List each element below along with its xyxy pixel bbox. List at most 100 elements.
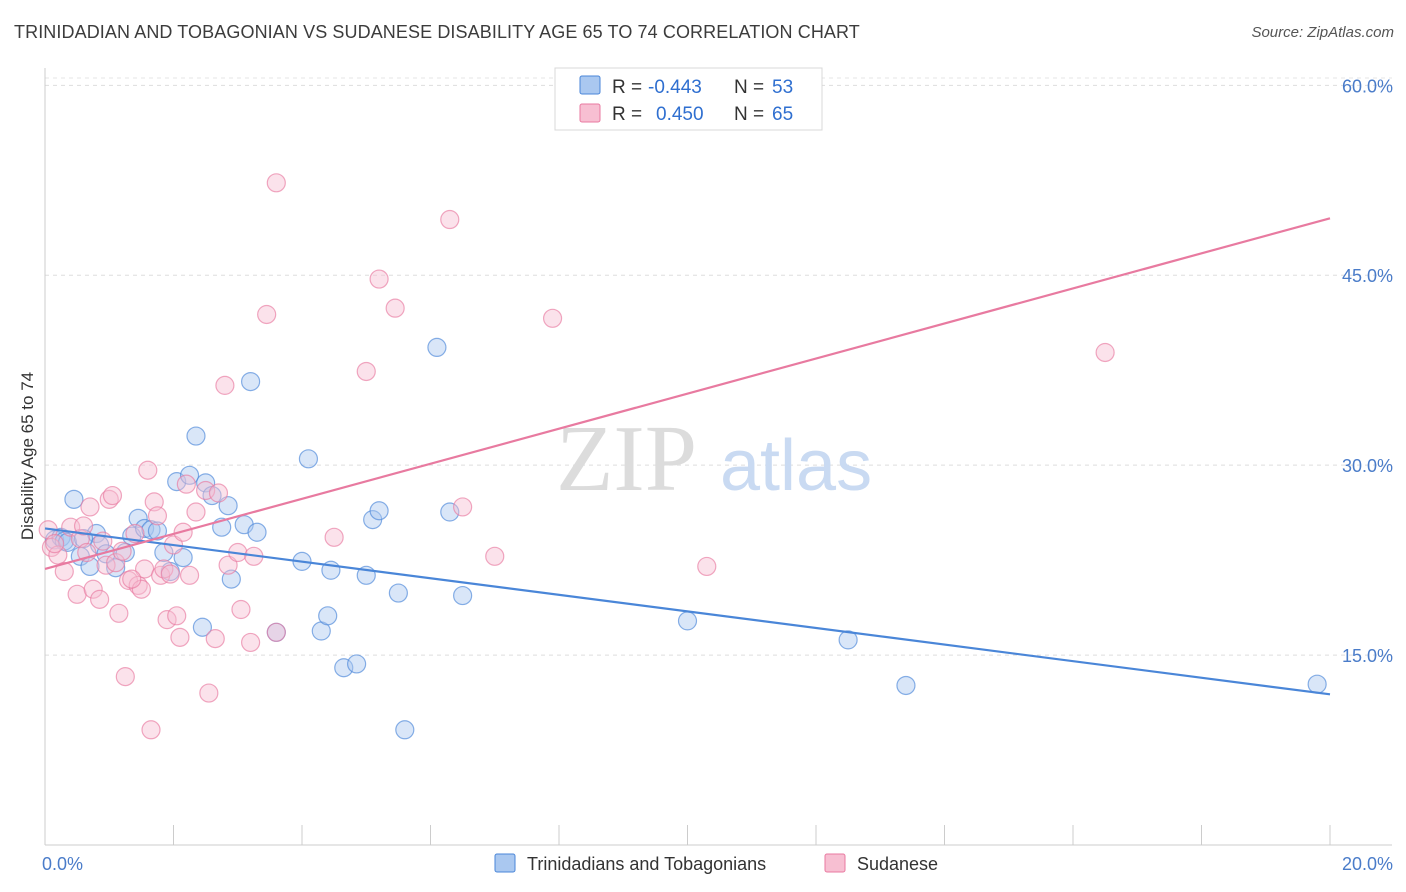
point-series1-47	[241, 632, 261, 653]
correlation-legend: R = -0.443 N = 53 R = 0.450 N = 65	[554, 67, 823, 131]
point-series0-44	[427, 337, 447, 358]
point-series1-33	[167, 606, 187, 626]
point-series1-41	[205, 629, 225, 649]
point-series1-46	[231, 599, 251, 620]
point-series0-4	[64, 489, 84, 509]
point-series0-50	[192, 617, 213, 637]
point-series1-7	[73, 516, 94, 536]
legend-r-label-1: R =	[612, 77, 642, 98]
point-series1-2	[48, 545, 68, 565]
series-legend-swatch-trinidadian	[494, 853, 516, 873]
watermark: ZIP atlas	[556, 407, 872, 511]
y-tick-label-1: 30.0%	[1342, 456, 1393, 476]
point-series1-29	[154, 559, 174, 579]
series-legend-label-sudanese: Sudanese	[857, 854, 938, 874]
source-credit: Source: ZipAtlas.com	[1251, 24, 1394, 41]
point-series1-24	[138, 460, 158, 480]
point-series1-36	[176, 474, 196, 494]
point-series0-46	[453, 585, 473, 606]
point-series1-37	[179, 565, 200, 585]
legend-n-value-2: 65	[772, 104, 793, 125]
point-series1-34	[170, 627, 190, 647]
point-series1-60	[697, 556, 717, 577]
series-legend-label-trinidadian: Trinidadians and Tobagonians	[527, 854, 766, 874]
point-series0-45	[440, 502, 460, 522]
point-series1-18	[115, 667, 135, 687]
point-series0-47	[677, 611, 698, 631]
point-series1-50	[266, 622, 286, 642]
point-series0-22	[186, 426, 206, 446]
point-series0-33	[298, 449, 319, 469]
point-series0-13	[128, 508, 148, 528]
point-series0-43	[395, 720, 415, 740]
point-series1-56	[440, 209, 460, 230]
point-series1-17	[112, 541, 132, 561]
point-series0-35	[318, 606, 338, 626]
y-axis-label: Disability Age 65 to 74	[18, 372, 37, 540]
point-series1-25	[141, 720, 161, 740]
legend-n-value-1: 53	[772, 77, 793, 98]
trend-line-series0	[44, 527, 1331, 696]
point-series1-54	[369, 269, 389, 289]
watermark-zip: ZIP	[556, 407, 697, 511]
point-series1-44	[218, 555, 238, 575]
point-series1-13	[99, 489, 119, 509]
point-series1-9	[83, 579, 103, 599]
point-series0-52	[1307, 674, 1327, 694]
legend-n-label-2: N =	[734, 104, 764, 125]
legend-n-label-1: N =	[734, 77, 764, 98]
point-series1-8	[80, 497, 100, 517]
point-series1-64	[122, 569, 142, 589]
trend-lines	[44, 217, 1331, 696]
legend-r-value-1: -0.443	[648, 77, 702, 98]
point-series0-38	[347, 654, 367, 674]
point-series1-3	[54, 561, 74, 582]
point-series1-58	[485, 546, 505, 566]
legend-swatch-sudanese	[579, 103, 601, 123]
point-series1-51	[266, 173, 286, 193]
point-series0-15	[141, 520, 161, 540]
point-series0-48	[838, 630, 858, 650]
watermark-atlas: atlas	[720, 426, 872, 506]
x-tick-label-1: 20.0%	[1342, 854, 1393, 874]
point-series1-57	[453, 497, 473, 517]
point-series1-53	[356, 361, 376, 382]
y-tick-labels: 15.0% 30.0% 45.0% 60.0%	[1342, 76, 1393, 666]
point-series0-29	[241, 371, 261, 392]
chart-title: TRINIDADIAN AND TOBAGONIAN VS SUDANESE D…	[14, 22, 860, 42]
point-series1-22	[131, 579, 151, 599]
point-series1-40	[199, 683, 219, 703]
point-series1-43	[215, 375, 235, 395]
point-series1-61	[1095, 342, 1115, 363]
series-legend-swatch-sudanese	[824, 853, 846, 873]
point-series1-15	[106, 553, 126, 573]
point-series1-31	[160, 564, 180, 584]
point-series1-62	[45, 534, 65, 554]
point-series1-30	[157, 610, 177, 630]
y-tick-label-2: 45.0%	[1342, 266, 1393, 286]
point-series0-26	[218, 496, 238, 516]
legend-r-value-2: 0.450	[656, 104, 704, 125]
y-tick-label-3: 60.0%	[1342, 76, 1393, 96]
data-points	[38, 173, 1327, 740]
point-series1-16	[109, 603, 129, 623]
point-series0-30	[247, 522, 267, 542]
point-series0-37	[334, 658, 354, 678]
point-series1-52	[324, 527, 344, 547]
axes	[44, 68, 1392, 846]
point-series1-49	[257, 304, 277, 325]
grid-lines	[45, 77, 1392, 656]
point-series0-20	[173, 547, 193, 568]
legend-swatch-trinidadian	[579, 75, 601, 95]
point-series0-41	[369, 501, 389, 521]
point-series1-27	[147, 506, 168, 526]
point-series1-59	[542, 308, 563, 328]
point-series0-42	[388, 583, 408, 603]
point-series1-14	[102, 485, 123, 506]
point-series1-10	[90, 589, 110, 609]
point-series0-23	[196, 473, 216, 493]
y-tick-label-0: 15.0%	[1342, 646, 1393, 666]
x-tick-label-0: 0.0%	[42, 854, 83, 874]
trend-line-series1	[44, 217, 1331, 571]
